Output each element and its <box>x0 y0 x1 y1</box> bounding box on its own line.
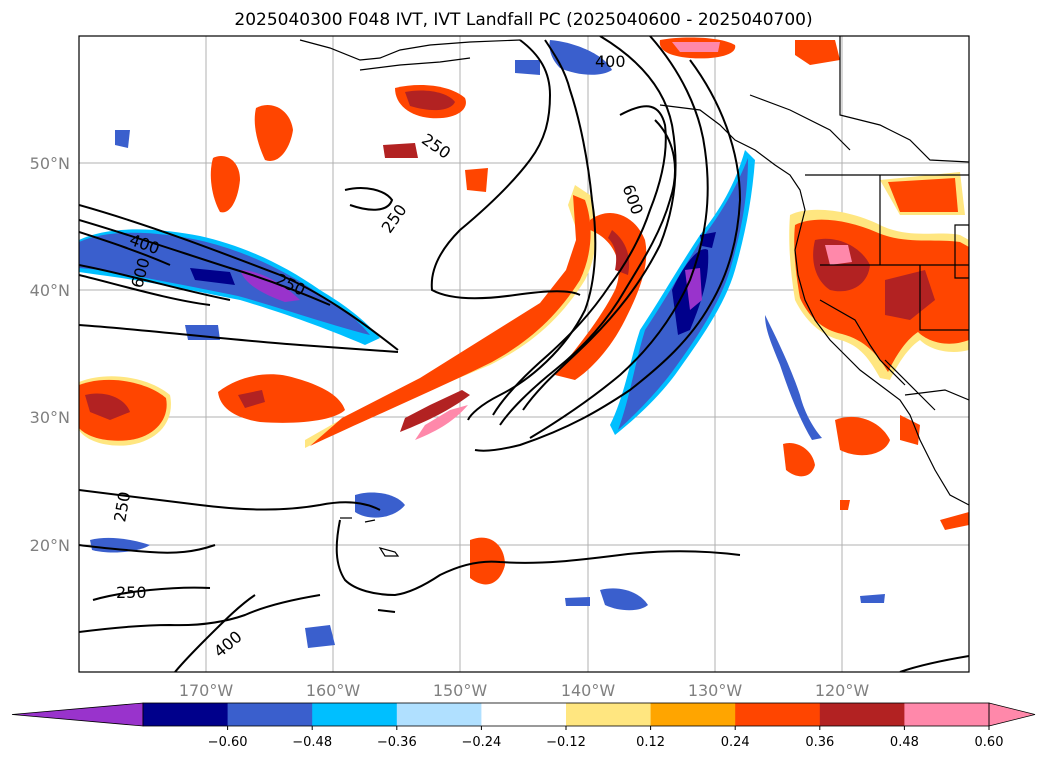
map-border <box>78 35 970 673</box>
lon-label: 140°W <box>561 681 616 700</box>
colorbar-bin <box>819 703 905 726</box>
coastlines <box>299 36 969 557</box>
lon-label: 160°W <box>306 681 361 700</box>
ivt-contours <box>79 36 969 672</box>
colorbar-tick-label: 0.48 <box>890 735 919 750</box>
colorbar-tick-label: −0.12 <box>546 735 586 750</box>
colorbar-tick-label: 0.12 <box>636 735 665 750</box>
colorbar-bin <box>650 703 736 726</box>
colorbar-bin <box>143 703 229 726</box>
colorbar-tick-label: 0.60 <box>975 735 1004 750</box>
latitude-labels: 50°N 40°N 30°N 20°N <box>30 154 70 555</box>
colorbar-bin <box>312 703 398 726</box>
positive-pc-shading <box>79 37 969 585</box>
colorbar-bin <box>904 703 990 726</box>
colorbar-tick-label: 0.24 <box>721 735 750 750</box>
colorbar-bin <box>396 703 482 726</box>
lon-label: 130°W <box>688 681 743 700</box>
map-area <box>79 36 969 672</box>
colorbar-bin <box>227 703 313 726</box>
lat-label: 50°N <box>30 154 70 173</box>
contour-label: 400 <box>595 52 626 71</box>
colorbar-bin <box>735 703 821 726</box>
map-title: 2025040300 F048 IVT, IVT Landfall PC (20… <box>234 10 813 30</box>
longitude-labels: 170°W 160°W 150°W 140°W 130°W 120°W <box>179 681 870 700</box>
lat-label: 20°N <box>30 536 70 555</box>
lon-label: 120°W <box>815 681 870 700</box>
lon-label: 150°W <box>433 681 488 700</box>
lon-label: 170°W <box>179 681 234 700</box>
colorbar: −0.60 −0.48 −0.36 −0.24 −0.12 0.12 0.24 0.36 0.4… <box>11 702 1036 750</box>
colorbar-bin <box>481 703 567 726</box>
colorbar-extend-max <box>988 702 1036 727</box>
contour-label: 250 <box>116 583 147 602</box>
colorbar-bin <box>566 703 652 726</box>
colorbar-extend-min <box>11 702 144 727</box>
colorbar-tick-label: −0.36 <box>377 735 417 750</box>
lat-label: 30°N <box>30 408 70 427</box>
colorbar-tick-label: −0.24 <box>461 735 501 750</box>
colorbar-tick-label: 0.36 <box>805 735 834 750</box>
colorbar-tick-label: −0.48 <box>292 735 332 750</box>
lat-label: 40°N <box>30 281 70 300</box>
colorbar-tick-label: −0.60 <box>208 735 248 750</box>
